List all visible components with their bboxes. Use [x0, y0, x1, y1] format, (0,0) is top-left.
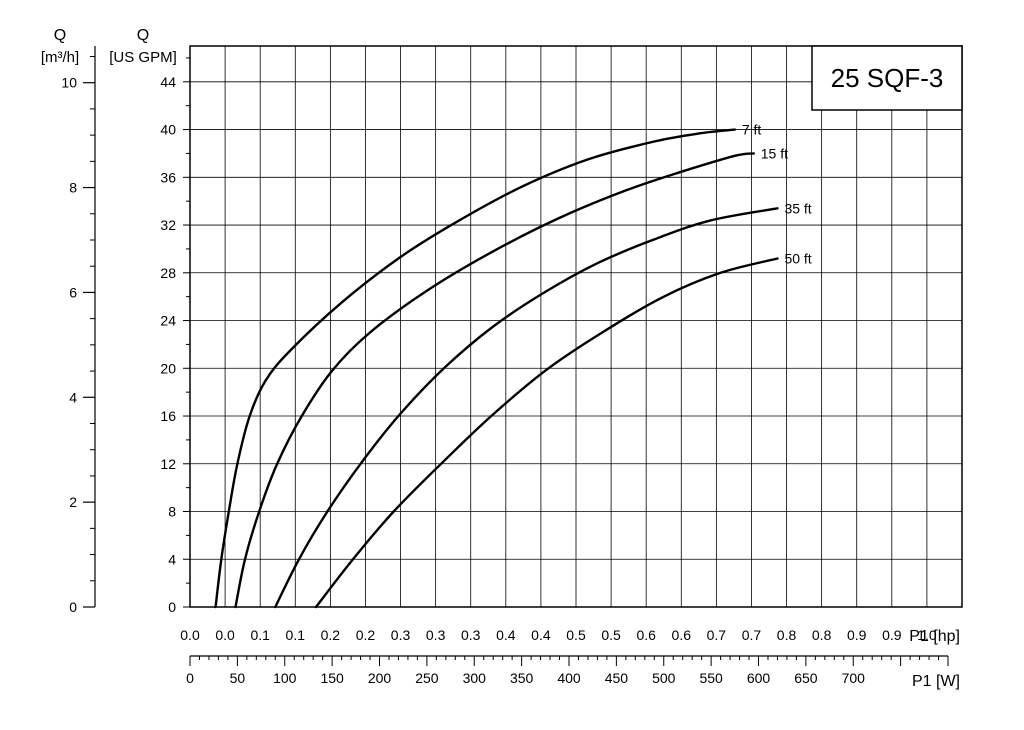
x-hp-tick-label: 0.9 [847, 627, 867, 643]
curve-label: 50 ft [784, 250, 811, 266]
y-secondary-title: Q [54, 27, 66, 44]
x-w-tick-label: 250 [415, 670, 439, 686]
curve-line [274, 207, 779, 609]
curve-line [234, 152, 755, 609]
curve-label: 35 ft [784, 200, 811, 216]
x-hp-tick-label: 0.7 [742, 627, 762, 643]
x-w-tick-label: 300 [463, 670, 487, 686]
x-w-tick-label: 350 [510, 670, 534, 686]
x-hp-tick-label: 0.2 [356, 627, 376, 643]
y-primary-tick-label: 28 [160, 265, 176, 281]
y-secondary-tick-label: 8 [69, 180, 77, 196]
y-secondary-tick-label: 4 [69, 389, 77, 405]
x-hp-tick-label: 0.6 [636, 627, 656, 643]
chart-title: 25 SQF-3 [831, 63, 944, 93]
x-hp-tick-label: 0.3 [426, 627, 446, 643]
x-w-tick-label: 450 [605, 670, 629, 686]
y-primary-tick-label: 8 [168, 504, 176, 520]
x-hp-tick-label: 0.4 [496, 627, 516, 643]
x-hp-tick-label: 0.6 [672, 627, 692, 643]
y-primary-tick-label: 36 [160, 169, 176, 185]
x-hp-tick-label: 0.0 [180, 627, 200, 643]
curve-label: 15 ft [761, 145, 788, 161]
x-hp-tick-label: 0.1 [286, 627, 306, 643]
series-labels: 7 ft 15 ft 35 ft 50 ft [742, 122, 812, 267]
plot-frame [189, 45, 963, 608]
curves-layer [214, 128, 779, 609]
y-primary-tick-label: 24 [160, 313, 176, 329]
x-hp-tick-label: 0.7 [707, 627, 727, 643]
x-hp-label: P1 [hp] [909, 628, 960, 645]
y-primary-unit: [US GPM] [109, 49, 177, 66]
x-hp-tick-label: 1.0 [917, 627, 937, 643]
x-w-tick-label: 650 [794, 670, 818, 686]
x-hp-tick-label: 0.9 [882, 627, 902, 643]
x-w-tick-label: 0 [186, 670, 194, 686]
x-w-tick-label: 700 [842, 670, 866, 686]
curve-line [214, 128, 736, 609]
y-secondary-tick-label: 0 [69, 599, 77, 615]
x-w-tick-label: 400 [557, 670, 581, 686]
y-primary-tick-label: 32 [160, 217, 176, 233]
plot-border [189, 45, 963, 608]
y-primary-tick-label: 0 [168, 599, 176, 615]
x-hp-tick-label: 0.5 [566, 627, 586, 643]
x-w-tick-label: 500 [652, 670, 676, 686]
y-primary-tick-label: 12 [160, 456, 176, 472]
y-primary-tick-label: 4 [168, 551, 176, 567]
x-hp-tick-label: 0.3 [461, 627, 481, 643]
curve-label: 7 ft [742, 122, 762, 138]
y-secondary-unit: [m³/h] [41, 49, 79, 66]
y-secondary-tick-label: 10 [61, 75, 77, 91]
x-hp-tick-label: 0.3 [391, 627, 411, 643]
x-hp-tick-label: 0.8 [812, 627, 832, 643]
x-hp-tick-label: 0.5 [601, 627, 621, 643]
x-w-tick-label: 100 [273, 670, 297, 686]
y-primary-tick-label: 44 [160, 74, 176, 90]
plot-grid [190, 46, 962, 607]
x-hp-tick-label: 0.2 [321, 627, 341, 643]
x-hp-tick-label: 0.1 [250, 627, 270, 643]
x-hp-tick-label: 0.0 [215, 627, 235, 643]
chart-title-box: 25 SQF-3 [811, 45, 963, 111]
x-w-tick-label: 600 [747, 670, 771, 686]
x-hp-tick-label: 0.4 [531, 627, 551, 643]
x-w-tick-label: 150 [320, 670, 344, 686]
x-w-tick-label: 50 [230, 670, 246, 686]
y-primary-tick-label: 16 [160, 408, 176, 424]
x-w-tick-label: 550 [699, 670, 723, 686]
x-w-label: P1 [W] [912, 673, 960, 690]
axis-ticks [83, 46, 949, 666]
x-hp-tick-label: 0.8 [777, 627, 797, 643]
y-primary-tick-label: 40 [160, 122, 176, 138]
x-w-tick-label: 200 [368, 670, 392, 686]
curve-line [314, 257, 779, 609]
y-primary-tick-label: 20 [160, 360, 176, 376]
y-primary-title: Q [137, 27, 149, 44]
y-secondary-tick-label: 2 [69, 494, 77, 510]
y-secondary-tick-label: 6 [69, 284, 77, 300]
